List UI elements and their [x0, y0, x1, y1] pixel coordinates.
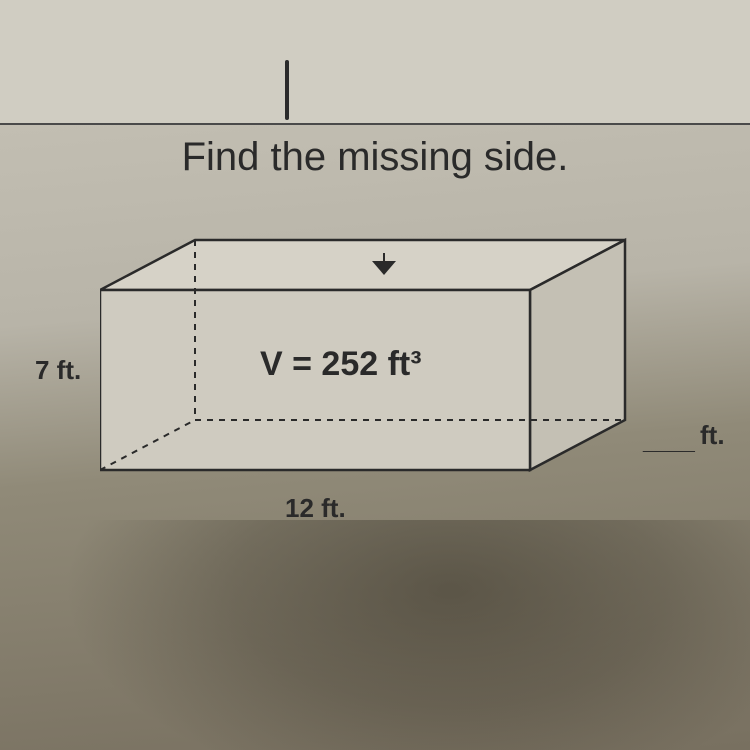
top-tick-mark [285, 60, 289, 120]
page-background: Find the missing side. 7 ft. V = 252 ft³… [0, 0, 750, 750]
width-unit-label: ft. [700, 420, 725, 451]
horizontal-rule [0, 123, 750, 125]
bottom-shadow [0, 520, 750, 750]
height-label: 7 ft. [35, 355, 81, 386]
volume-label: V = 252 ft³ [260, 345, 422, 384]
top-band [0, 0, 750, 125]
problem-title: Find the missing side. [0, 135, 750, 180]
width-blank: ____ [643, 425, 693, 456]
